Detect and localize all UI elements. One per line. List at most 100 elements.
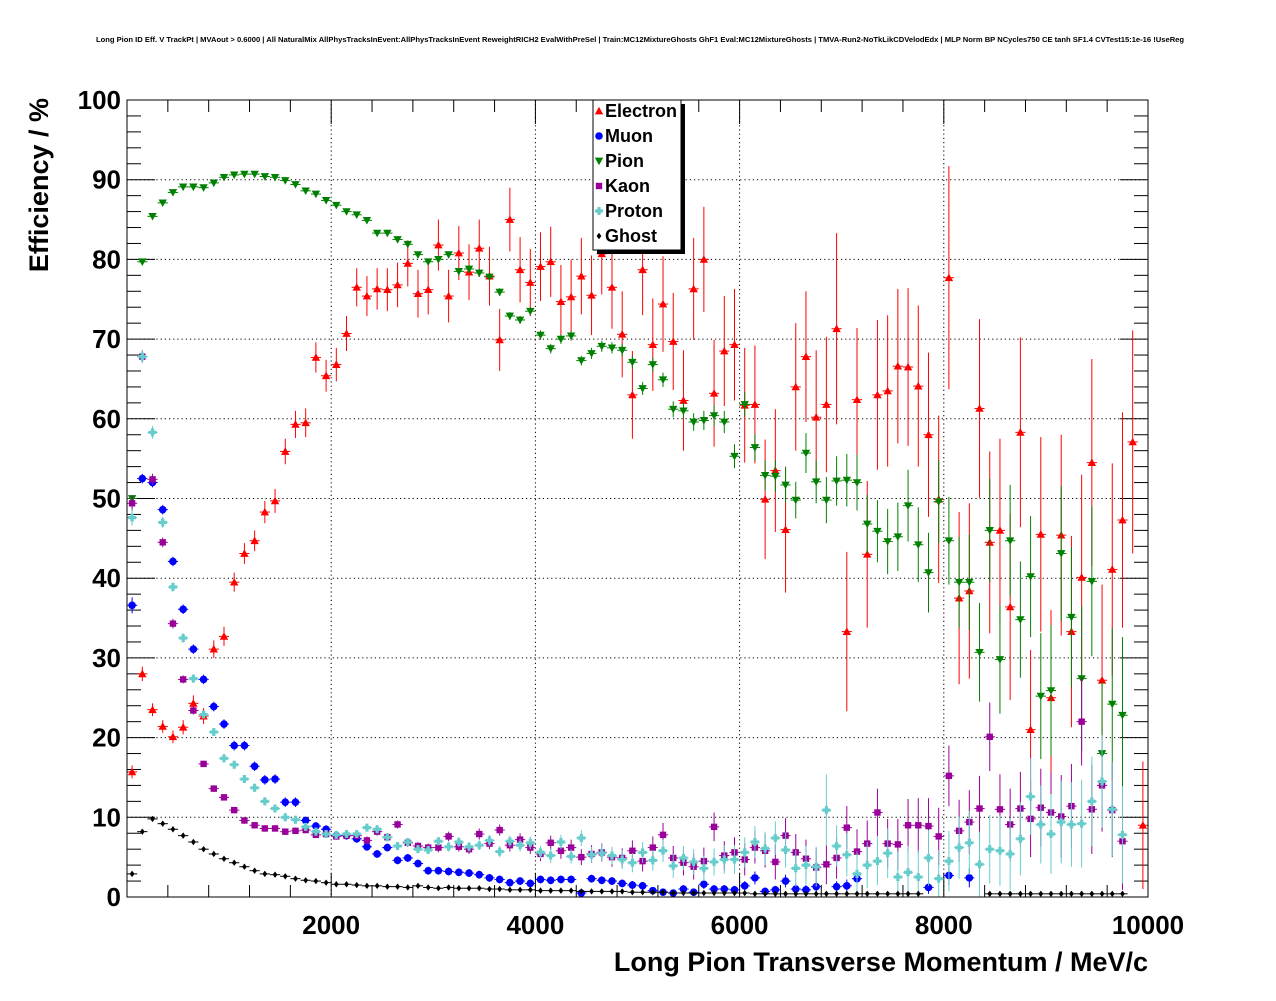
data-point-marker — [699, 864, 708, 873]
data-point — [954, 536, 965, 628]
data-point-marker — [281, 177, 290, 185]
data-point-marker — [138, 352, 147, 361]
data-point-marker — [209, 644, 218, 653]
data-point-marker — [362, 823, 371, 832]
data-point — [892, 890, 903, 898]
data-point — [1005, 818, 1016, 890]
data-point-marker — [1067, 613, 1076, 622]
data-point — [157, 537, 168, 548]
data-point — [463, 842, 475, 852]
data-point — [208, 701, 219, 712]
data-point — [361, 882, 373, 890]
data-point — [831, 881, 842, 893]
data-point-marker — [394, 821, 401, 828]
data-point-marker — [669, 337, 678, 345]
data-point-marker — [1046, 687, 1056, 695]
data-point — [1056, 780, 1067, 864]
data-point — [494, 288, 505, 297]
data-point-marker — [1016, 616, 1025, 624]
data-point — [627, 853, 638, 873]
data-point — [218, 626, 230, 646]
data-point — [1056, 890, 1067, 898]
data-point — [760, 439, 771, 560]
data-point-marker — [556, 335, 566, 344]
data-point-marker — [445, 833, 452, 840]
data-point-marker — [362, 291, 372, 300]
data-point — [474, 885, 485, 892]
data-point — [1005, 890, 1016, 898]
data-point — [627, 881, 638, 890]
data-point-marker — [158, 722, 167, 730]
data-point-marker — [556, 838, 565, 847]
data-point-marker — [342, 830, 351, 839]
data-point — [586, 888, 597, 895]
data-point-marker — [190, 838, 196, 846]
data-point-marker — [822, 806, 831, 815]
data-point — [484, 873, 495, 882]
data-point-marker — [875, 890, 880, 898]
data-point-marker — [303, 877, 309, 884]
data-point-marker — [669, 861, 678, 870]
data-point-marker — [883, 538, 892, 546]
data-point — [229, 740, 240, 751]
data-point-marker — [352, 830, 361, 839]
data-point-marker — [148, 705, 157, 714]
data-point-marker — [128, 500, 136, 507]
data-point-marker — [444, 291, 453, 300]
data-point — [188, 706, 199, 715]
data-point-marker — [179, 633, 188, 642]
data-point — [504, 312, 515, 321]
data-point — [821, 336, 832, 473]
data-point-marker — [924, 430, 933, 439]
data-point-marker — [403, 838, 412, 847]
data-point — [566, 259, 577, 335]
data-point — [545, 848, 556, 863]
data-point-marker — [1109, 890, 1115, 898]
data-point — [1107, 762, 1118, 857]
data-point-marker — [771, 886, 780, 894]
legend-entry-kaon: Kaon — [595, 176, 650, 196]
data-point-marker — [566, 292, 576, 301]
data-point — [657, 372, 669, 387]
data-point — [127, 495, 138, 512]
data-point — [994, 815, 1006, 886]
data-point-marker — [282, 873, 288, 880]
data-point — [259, 173, 270, 181]
data-point-marker — [363, 842, 371, 851]
data-point — [269, 871, 281, 878]
data-point-marker — [781, 845, 790, 854]
data-point — [627, 355, 638, 369]
data-point-marker — [709, 412, 719, 420]
data-point-marker — [1006, 849, 1015, 858]
data-point-marker — [842, 476, 852, 485]
data-point-marker — [567, 852, 576, 861]
data-point-marker — [629, 847, 636, 854]
data-point — [974, 319, 985, 498]
data-point — [412, 251, 424, 259]
data-point — [147, 703, 158, 717]
x-tick-label: 10000 — [1112, 910, 1184, 940]
legend-entry-ghost: Ghost — [596, 226, 657, 246]
data-point-marker — [455, 868, 463, 877]
data-point — [239, 817, 250, 824]
data-point-marker — [260, 507, 270, 516]
data-point-marker — [925, 822, 932, 830]
data-point — [800, 291, 812, 422]
data-point — [821, 844, 832, 885]
data-point-marker — [996, 806, 1004, 813]
data-point — [872, 837, 883, 886]
data-point-marker — [372, 229, 382, 238]
data-point — [913, 849, 924, 897]
data-point — [249, 867, 260, 874]
data-point-marker — [638, 265, 647, 274]
data-point — [1076, 677, 1087, 766]
data-point-marker — [1098, 777, 1107, 786]
data-point-marker — [629, 889, 635, 896]
data-point — [269, 774, 281, 784]
data-point — [1035, 890, 1046, 898]
data-point-marker — [281, 798, 290, 806]
data-point — [504, 886, 515, 894]
data-point — [239, 170, 250, 179]
data-point — [331, 881, 342, 888]
data-point — [708, 339, 720, 447]
